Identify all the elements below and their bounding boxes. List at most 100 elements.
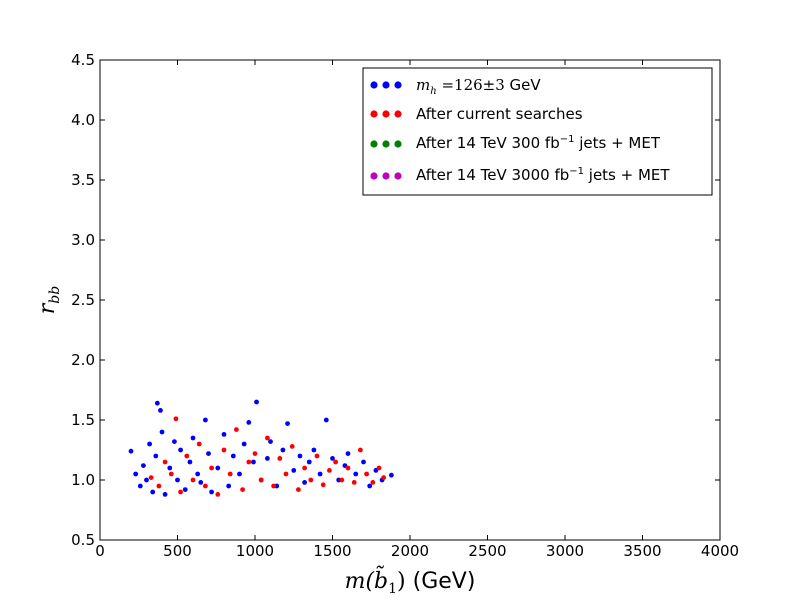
x-tick-label: 500 (163, 542, 192, 560)
scatter-point-series-0 (226, 483, 232, 489)
x-axis-label-close: ) (397, 569, 406, 594)
scatter-point-series-1 (196, 441, 202, 447)
legend-dot (382, 81, 390, 89)
x-tick-label: 2000 (391, 542, 429, 560)
x-axis-label-unit: (GeV) (406, 569, 476, 594)
scatter-point-series-0 (361, 459, 366, 465)
scatter-point-series-0 (241, 441, 247, 447)
scatter-point-series-0 (323, 417, 329, 423)
legend-entry-300: After 14 TeV 300 fb−1 jets + MET (370, 134, 661, 152)
x-axis-label-subscript: 1 (388, 581, 397, 597)
legend-3000-superscript: −1 (569, 166, 584, 177)
x-tick-label: 2500 (468, 542, 506, 560)
legend-dot (382, 110, 390, 118)
scatter-point-series-0 (345, 451, 351, 456)
scatter-point-series-0 (221, 432, 227, 437)
x-axis-label-math: m(b̃ (345, 564, 389, 594)
legend-box (362, 67, 713, 196)
scatter-point-series-0 (280, 447, 286, 453)
legend-marker-series-2 (370, 140, 402, 148)
legend-dot (394, 172, 402, 180)
scatter-point-series-0 (147, 441, 153, 447)
scatter-point-series-1 (184, 453, 190, 459)
scatter-point-series-0 (230, 453, 236, 459)
scatter-point-series-0 (153, 453, 159, 459)
legend-dot (370, 110, 378, 118)
legend-marker-series-0 (370, 81, 402, 89)
scatter-point-series-0 (182, 487, 188, 492)
scatter-point-series-0 (162, 492, 168, 497)
scatter-point-series-1 (209, 465, 215, 471)
scatter-point-series-0 (150, 489, 156, 495)
scatter-point-series-0 (141, 463, 146, 468)
scatter-point-series-1 (240, 487, 246, 492)
y-tick-label: 3.5 (71, 171, 95, 189)
scatter-point-series-0 (190, 435, 196, 441)
scatter-point-series-0 (285, 421, 290, 426)
scatter-point-series-0 (137, 483, 143, 489)
scatter-point-series-1 (215, 492, 221, 497)
legend-mh-value: =126±3 (437, 76, 505, 94)
scatter-point-series-1 (168, 471, 174, 477)
scatter-point-series-1 (221, 447, 227, 453)
scatter-point-series-0 (317, 471, 323, 477)
scatter-point-series-1 (234, 427, 239, 432)
x-tick-label: 1000 (236, 542, 274, 560)
y-tick-label: 2.0 (71, 351, 95, 369)
legend-dot (394, 81, 402, 89)
scatter-point-series-0 (187, 459, 193, 465)
scatter-point-series-1 (289, 444, 295, 449)
x-tick-label: 3000 (546, 542, 584, 560)
y-tick-label: 2.5 (71, 291, 95, 309)
scatter-point-series-1 (258, 477, 264, 483)
y-tick-label: 4.0 (71, 111, 95, 129)
legend-300-superscript: −1 (560, 134, 575, 145)
legend-current-label: After current searches (416, 105, 583, 123)
scatter-point-series-0 (128, 448, 134, 454)
scatter-point-series-1 (190, 477, 196, 483)
svg-text:mh =126±3 GeV: mh =126±3 GeV (416, 76, 541, 97)
scatter-point-series-0 (251, 459, 256, 465)
scatter-point-series-1 (351, 480, 357, 485)
legend-300-prefix: After 14 TeV 300 fb (416, 134, 560, 152)
legend-entry-3000: After 14 TeV 3000 fb−1 jets + MET (370, 166, 670, 184)
legend-3000-prefix: After 14 TeV 3000 fb (416, 166, 569, 184)
y-tick-label: 3.0 (71, 231, 95, 249)
x-tick-label: 3500 (623, 542, 661, 560)
svg-text:After 14 TeV 3000 fb−1 jets +: After 14 TeV 3000 fb−1 jets + MET (416, 166, 670, 184)
legend-dot (394, 110, 402, 118)
scatter-point-series-0 (175, 477, 180, 483)
scatter-point-series-0 (172, 439, 177, 444)
scatter-point-series-0 (302, 480, 307, 485)
legend-dot (382, 172, 390, 180)
x-tick-label: 0 (95, 542, 105, 560)
scatter-point-series-0 (246, 420, 252, 425)
legend-3000-suffix: jets + MET (584, 166, 670, 184)
legend-dot (370, 81, 378, 89)
scatter-point-series-1 (339, 477, 345, 483)
scatter-point-series-1 (327, 468, 332, 473)
scatter-point-series-0 (254, 399, 259, 405)
scatter-point-series-1 (156, 483, 162, 489)
points-layer (128, 399, 394, 497)
scatter-point-series-1 (308, 477, 314, 483)
scatter-point-series-0 (198, 480, 204, 485)
y-tick-label: 1.0 (71, 471, 95, 489)
scatter-point-series-1 (173, 416, 179, 422)
y-axis-label: rbb (35, 286, 63, 314)
scatter-point-series-0 (291, 468, 297, 473)
scatter-point-series-0 (203, 417, 208, 423)
scatter-point-series-0 (353, 471, 359, 477)
legend: mh =126±3 GeV After current searches Aft… (362, 67, 713, 196)
legend-entry-mh: mh =126±3 GeV (370, 76, 541, 97)
x-axis-label: m(b̃1) (GeV) (345, 564, 476, 597)
scatter-point-series-0 (268, 439, 273, 444)
scatter-point-series-1 (265, 435, 270, 441)
scatter-point-series-0 (159, 429, 165, 435)
scatter-point-series-1 (162, 459, 168, 465)
y-tick-label: 4.5 (71, 51, 95, 69)
scatter-point-series-1 (296, 487, 301, 492)
scatter-point-series-1 (364, 471, 369, 477)
scatter-point-series-0 (215, 465, 221, 471)
